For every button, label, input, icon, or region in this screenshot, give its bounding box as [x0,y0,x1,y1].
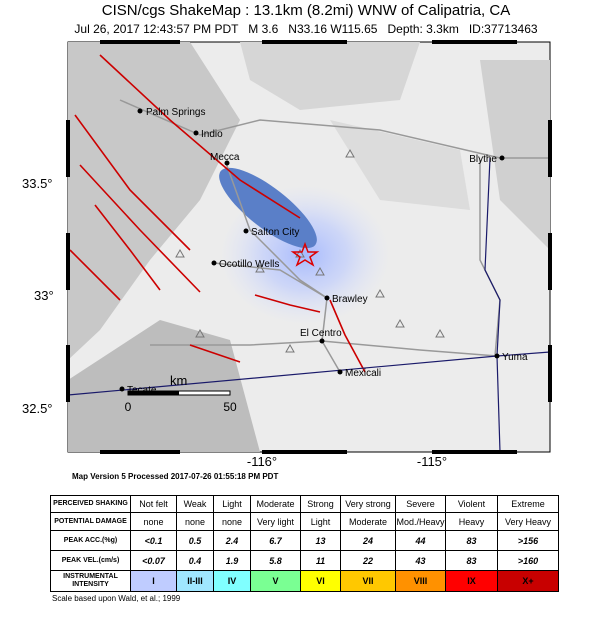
epicenter [290,241,320,267]
place-marker [337,369,343,375]
legend-cell: X+ [497,570,559,592]
legend-cell: none [130,512,177,531]
place-label: Mecca [210,152,240,163]
legend-cell: 6.7 [250,530,301,551]
place-marker [137,108,143,114]
legend-cell: VII [340,570,396,592]
lon-label: -115° [417,454,447,469]
place-marker [243,228,249,234]
relief [68,42,550,452]
lat-label: 33.5° [22,176,53,191]
legend-cell: <0.1 [130,530,177,551]
place-label: Indio [201,129,223,140]
place-marker [499,155,505,161]
legend-cell: 83 [445,530,498,551]
place-marker [324,295,330,301]
legend-cell: Heavy [445,512,498,531]
legend-cell: VI [300,570,341,592]
faults [69,54,366,373]
place-label: Mexicali [345,368,381,379]
legend-row: PERCEIVED SHAKING Not felt Weak Light Modera… [50,495,559,513]
scale-bar [127,390,231,396]
legend-cell: Violent [445,495,498,513]
place-marker [224,160,230,166]
row-label: PEAK VEL.(cm/s) [50,550,131,571]
place-marker [119,386,125,392]
legend-row: POTENTIAL DAMAGE none none none Very light Li… [50,512,559,531]
place-label: Brawley [332,294,368,305]
legend-cell: Light [213,495,251,513]
legend-cell: IV [213,570,251,592]
place-label: Salton City [251,227,299,238]
legend-cell: 11 [300,550,341,571]
legend-cell: 44 [395,530,446,551]
row-label: INSTRUMENTAL INTENSITY [50,570,131,592]
scale-label: 50 [223,400,237,414]
lat-label: 33° [34,288,54,303]
legend-cell: Very light [250,512,301,531]
legend-cell: 0.4 [176,550,214,571]
legend-cell: <0.07 [130,550,177,571]
legend-row: PEAK ACC.(%g) <0.1 0.5 2.4 6.7 13 24 44 83 >156 [50,530,559,551]
legend-cell: 22 [340,550,396,571]
legend-cell: none [176,512,214,531]
subtitle: Jul 26, 2017 12:43:57 PM PDT M 3.6 N33.1… [74,22,538,36]
legend-cell: 5.8 [250,550,301,571]
legend-cell: Weak [176,495,214,513]
place-label: El Centro [300,328,342,339]
row-label: POTENTIAL DAMAGE [50,512,131,531]
legend-cell: >156 [497,530,559,551]
place-label: Ocotillo Wells [219,259,279,270]
scale-label: 0 [125,400,132,414]
place-label: Yuma [502,352,528,363]
title: CISN/cgs ShakeMap : 13.1km (8.2mi) WNW o… [101,2,511,19]
map: Palm Springs Indio Mecca Blythe Salton City O… [22,40,552,469]
legend-cell: 24 [340,530,396,551]
legend-cell: 1.9 [213,550,251,571]
legend-cell: 83 [445,550,498,571]
lat-label: 32.5° [22,401,53,416]
lon-label: -116° [247,454,277,469]
intensity-legend: PERCEIVED SHAKING Not felt Weak Light Modera… [50,495,559,592]
scale-unit: km [170,373,187,388]
footnote: Scale based upon Wald, et al.; 1999 [52,594,181,603]
place-marker [319,338,325,344]
legend-cell: Very Heavy [497,512,559,531]
legend-cell: 43 [395,550,446,571]
row-label: PERCEIVED SHAKING [50,495,131,513]
legend-cell: 0.5 [176,530,214,551]
legend-cell: Not felt [130,495,177,513]
place-marker [494,353,500,359]
place-label: Palm Springs [146,107,205,118]
legend-cell: >160 [497,550,559,571]
salton-sea [219,167,317,249]
legend-cell: VIII [395,570,446,592]
place-label: Blythe [469,154,497,165]
legend-cell: Extreme [497,495,559,513]
legend-cell: V [250,570,301,592]
legend-cell: Severe [395,495,446,513]
legend-cell: Strong [300,495,341,513]
legend-cell: 13 [300,530,341,551]
row-label: PEAK ACC.(%g) [50,530,131,551]
legend-cell: Very strong [340,495,396,513]
roads [119,99,550,373]
legend-cell: 2.4 [213,530,251,551]
legend-cell: none [213,512,251,531]
place-marker [193,130,199,136]
legend-cell: Light [300,512,341,531]
legend-cell: I [130,570,177,592]
legend-cell: Moderate [340,512,396,531]
legend-cell: Mod./Heavy [395,512,446,531]
legend-row: PEAK VEL.(cm/s) <0.07 0.4 1.9 5.8 11 22 43 83 >16… [50,550,559,571]
legend-cell: II-III [176,570,214,592]
version-note: Map Version 5 Processed 2017-07-26 01:55… [72,472,279,481]
legend-cell: IX [445,570,498,592]
legend-row: INSTRUMENTAL INTENSITY I II-III IV V VI VII VII… [50,570,559,592]
place-marker [211,260,217,266]
legend-cell: Moderate [250,495,301,513]
frame-ticks [66,40,552,454]
